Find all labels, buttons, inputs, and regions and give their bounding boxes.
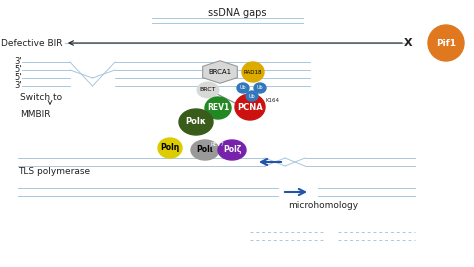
Text: Ub: Ub xyxy=(240,85,246,91)
Ellipse shape xyxy=(205,97,231,119)
Text: MMBIR: MMBIR xyxy=(20,111,51,120)
Text: 3': 3' xyxy=(14,81,22,91)
Text: RAD18: RAD18 xyxy=(244,69,262,74)
Text: 3': 3' xyxy=(14,57,22,66)
Text: microhomology: microhomology xyxy=(288,201,358,210)
Text: 5': 5' xyxy=(14,65,21,74)
Text: Polζ: Polζ xyxy=(223,146,241,155)
Ellipse shape xyxy=(242,62,264,82)
Text: ssDNA gaps: ssDNA gaps xyxy=(208,8,266,18)
Text: Ub: Ub xyxy=(257,85,264,91)
Text: REV7: REV7 xyxy=(210,143,224,147)
Ellipse shape xyxy=(428,25,464,61)
Ellipse shape xyxy=(191,140,219,160)
Text: Ub: Ub xyxy=(249,93,255,99)
Ellipse shape xyxy=(218,140,246,160)
Text: Switch to: Switch to xyxy=(20,93,62,103)
Text: REV1: REV1 xyxy=(207,104,229,112)
Text: PCNA: PCNA xyxy=(237,103,263,112)
Ellipse shape xyxy=(158,138,182,158)
Text: BRCT: BRCT xyxy=(200,88,216,92)
Ellipse shape xyxy=(197,82,219,98)
Ellipse shape xyxy=(237,83,249,93)
Text: Polκ: Polκ xyxy=(185,117,207,127)
Text: TLS polymerase: TLS polymerase xyxy=(18,167,90,176)
Text: Polη: Polη xyxy=(160,143,180,152)
Text: 5': 5' xyxy=(14,73,21,83)
Text: X: X xyxy=(404,38,412,48)
Text: K164: K164 xyxy=(265,97,279,103)
Ellipse shape xyxy=(235,94,265,120)
Ellipse shape xyxy=(254,83,266,93)
Text: Defective BIR: Defective BIR xyxy=(0,38,62,48)
Text: Polι: Polι xyxy=(197,146,213,155)
Text: Pif1: Pif1 xyxy=(436,38,456,48)
Ellipse shape xyxy=(246,91,258,101)
Ellipse shape xyxy=(179,109,213,135)
Text: BRCA1: BRCA1 xyxy=(209,69,232,75)
